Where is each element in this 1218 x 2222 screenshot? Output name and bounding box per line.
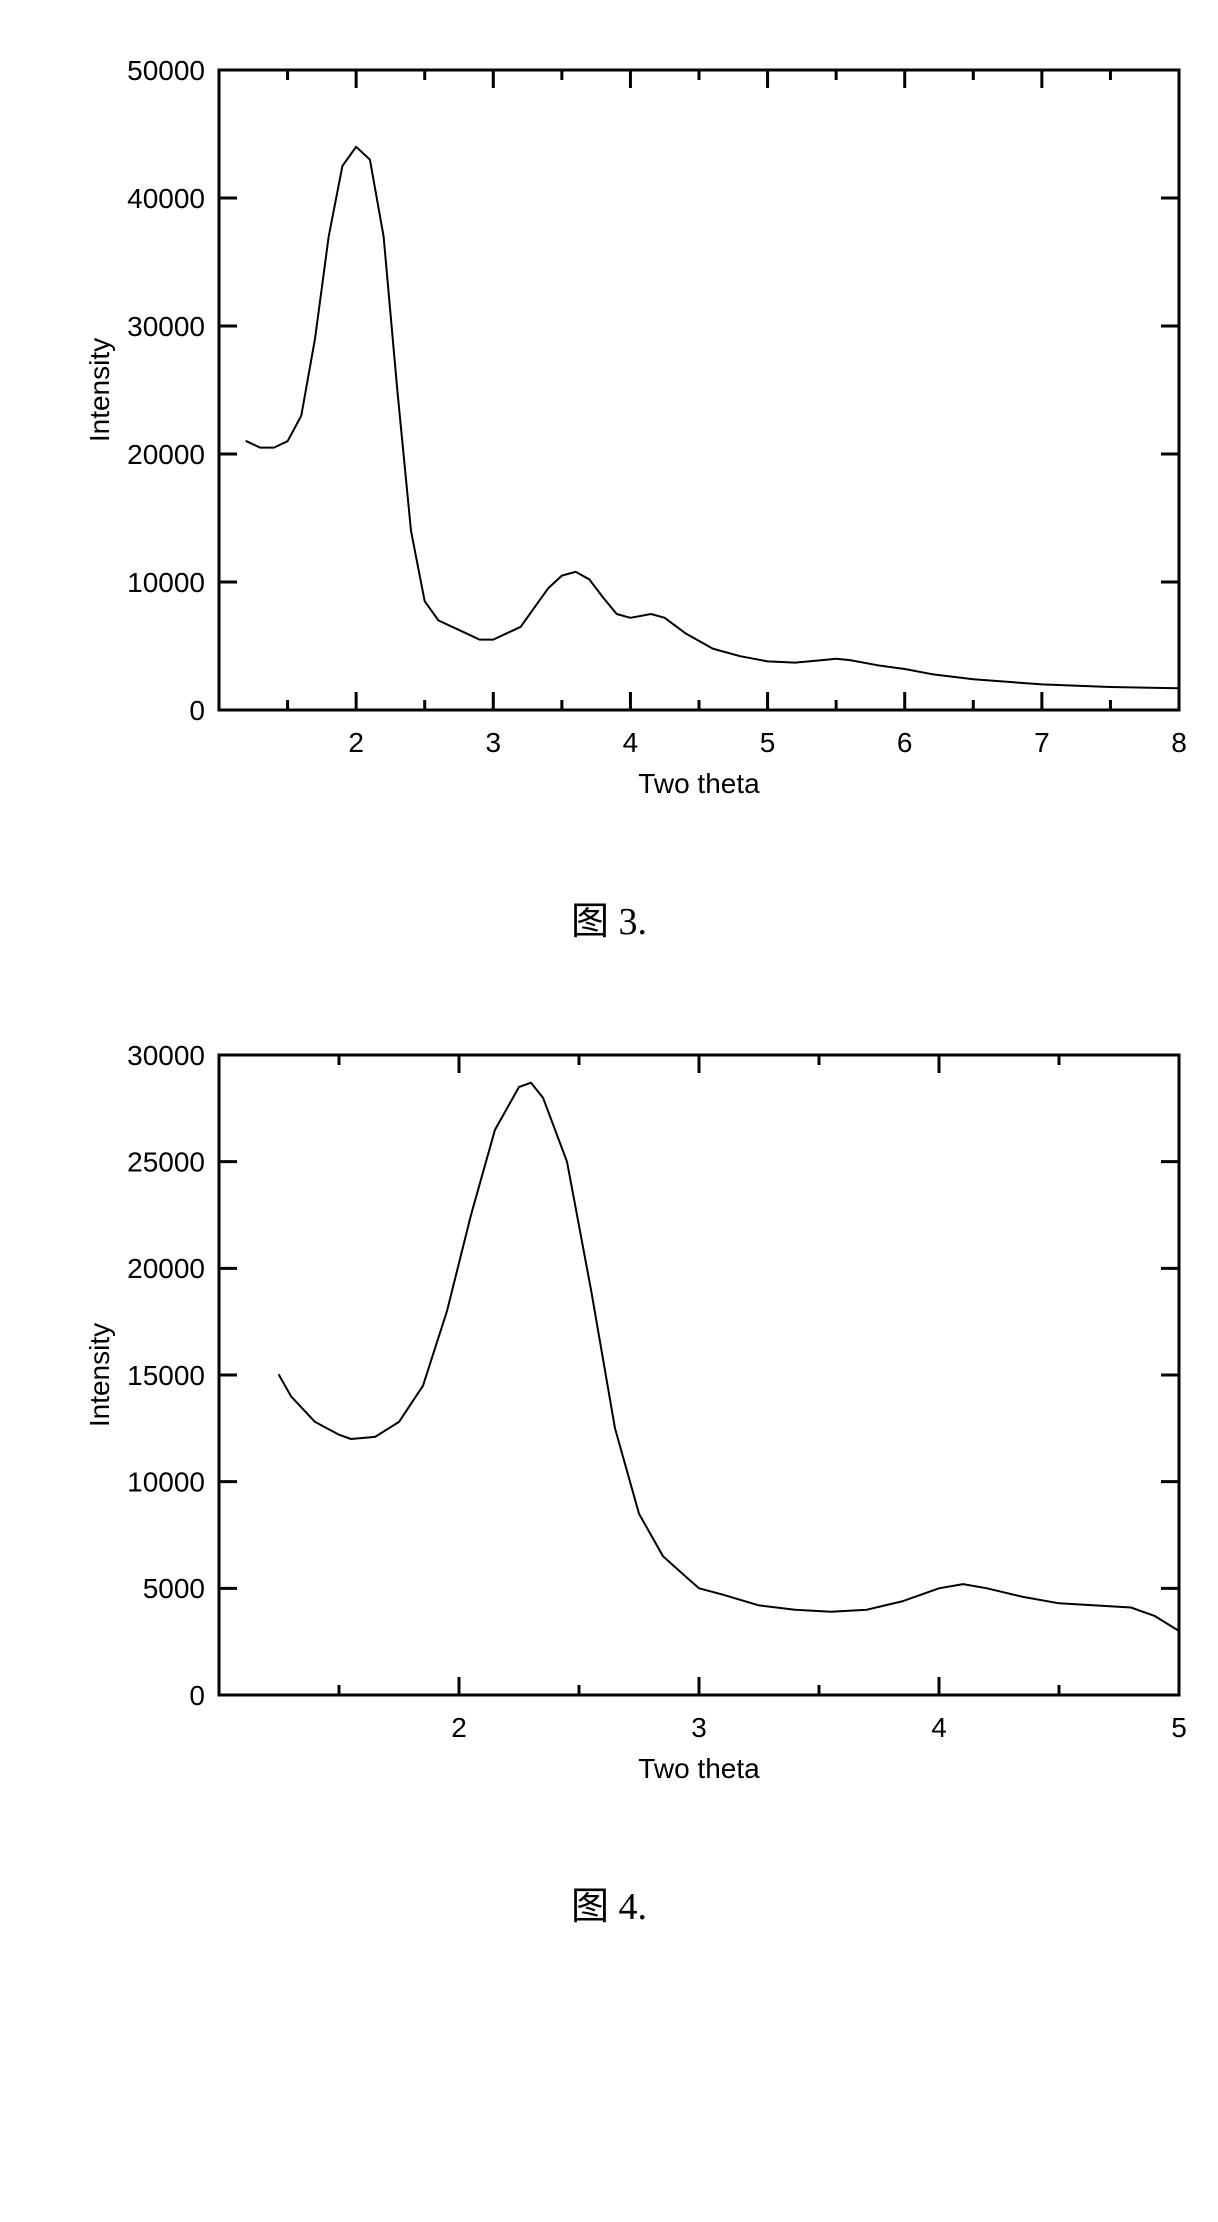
svg-text:Intensity: Intensity [84, 338, 115, 442]
svg-text:0: 0 [189, 695, 205, 726]
figure-3-block: 234567801000020000300004000050000Two the… [59, 40, 1159, 945]
svg-text:4: 4 [623, 727, 639, 758]
svg-text:7: 7 [1034, 727, 1050, 758]
svg-text:20000: 20000 [127, 439, 205, 470]
svg-text:20000: 20000 [127, 1253, 205, 1284]
svg-text:Two theta: Two theta [638, 768, 760, 799]
svg-text:Intensity: Intensity [84, 1323, 115, 1427]
svg-text:2: 2 [348, 727, 364, 758]
svg-text:30000: 30000 [127, 1040, 205, 1071]
figure-3-chart: 234567801000020000300004000050000Two the… [59, 40, 1159, 820]
svg-text:10000: 10000 [127, 567, 205, 598]
svg-text:40000: 40000 [127, 183, 205, 214]
figure-3-caption: 图 3. [59, 890, 1159, 945]
svg-text:5: 5 [760, 727, 776, 758]
figure-4-caption: 图 4. [59, 1875, 1159, 1930]
svg-text:3: 3 [691, 1712, 707, 1743]
svg-text:30000: 30000 [127, 311, 205, 342]
svg-text:50000: 50000 [127, 55, 205, 86]
svg-text:5: 5 [1171, 1712, 1187, 1743]
svg-text:25000: 25000 [127, 1146, 205, 1177]
svg-text:8: 8 [1171, 727, 1187, 758]
svg-text:6: 6 [897, 727, 913, 758]
svg-text:0: 0 [189, 1680, 205, 1711]
figure-4-chart: 2345050001000015000200002500030000Two th… [59, 1025, 1159, 1805]
svg-text:2: 2 [451, 1712, 467, 1743]
svg-text:15000: 15000 [127, 1360, 205, 1391]
svg-text:5000: 5000 [143, 1573, 205, 1604]
svg-text:3: 3 [485, 727, 501, 758]
figure-4-block: 2345050001000015000200002500030000Two th… [59, 1025, 1159, 1930]
svg-text:10000: 10000 [127, 1466, 205, 1497]
svg-text:Two theta: Two theta [638, 1753, 760, 1784]
svg-text:4: 4 [931, 1712, 947, 1743]
